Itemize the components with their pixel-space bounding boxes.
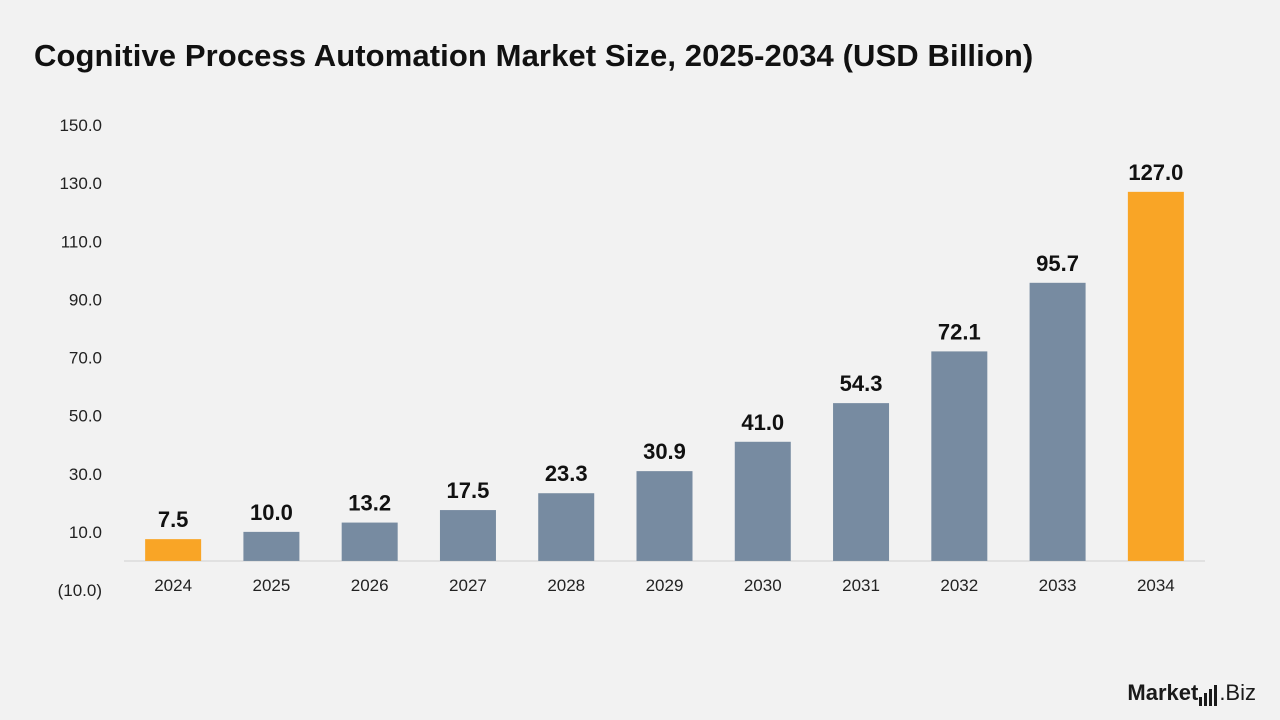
- x-tick-label-2033: 2033: [1039, 576, 1077, 595]
- bars: [145, 191, 1184, 561]
- value-label-2030: 41.0: [741, 410, 784, 435]
- x-tick-label-2024: 2024: [154, 576, 192, 595]
- x-tick-label-2028: 2028: [547, 576, 585, 595]
- y-tick-label: (10.0): [58, 581, 102, 600]
- bar-2024: [145, 539, 202, 561]
- logo-text-biz: .Biz: [1219, 680, 1256, 705]
- value-label-2024: 7.5: [158, 507, 189, 532]
- x-axis: 2024 2025 2026 2027 2028 2029 2030 2031 2032 2033…: [154, 576, 1175, 595]
- x-tick-label-2031: 2031: [842, 576, 880, 595]
- value-label-2026: 13.2: [348, 491, 391, 516]
- brand-logo: Market .Biz: [1127, 680, 1256, 706]
- y-tick-label: 70.0: [69, 349, 102, 368]
- x-tick-label-2034: 2034: [1137, 576, 1175, 595]
- y-axis: (10.0) 10.0 30.0 50.0 70.0 90.0 110.0 130.0 150.…: [58, 116, 102, 600]
- y-tick-label: 150.0: [59, 116, 102, 135]
- bar-2030: [734, 441, 791, 561]
- value-label-2027: 17.5: [447, 478, 490, 503]
- value-label-2033: 95.7: [1036, 251, 1079, 276]
- value-label-2032: 72.1: [938, 319, 981, 344]
- x-tick-label-2025: 2025: [252, 576, 290, 595]
- bar-2027: [439, 510, 496, 561]
- y-tick-label: 90.0: [69, 290, 102, 309]
- value-label-2034: 127.0: [1128, 160, 1183, 185]
- x-tick-label-2027: 2027: [449, 576, 487, 595]
- x-tick-label-2029: 2029: [646, 576, 684, 595]
- bar-2031: [833, 403, 890, 561]
- x-tick-label-2030: 2030: [744, 576, 782, 595]
- bar-signal-icon: [1198, 684, 1218, 706]
- y-tick-label: 50.0: [69, 407, 102, 426]
- bar-2032: [931, 351, 988, 561]
- bar-2026: [341, 522, 398, 561]
- value-labels: 7.5 10.0 13.2 17.5 23.3 30.9 41.0 54.3 72.1 95.7 1…: [158, 160, 1184, 532]
- y-tick-label: 130.0: [59, 174, 102, 193]
- bar-2034: [1127, 191, 1184, 561]
- y-tick-label: 110.0: [61, 232, 102, 251]
- chart-title: Cognitive Process Automation Market Size…: [34, 38, 1034, 73]
- y-tick-label: 10.0: [69, 523, 102, 542]
- bar-2033: [1029, 282, 1086, 561]
- y-tick-label: 30.0: [69, 465, 102, 484]
- value-label-2028: 23.3: [545, 461, 588, 486]
- x-tick-label-2032: 2032: [940, 576, 978, 595]
- bar-2025: [243, 531, 300, 561]
- value-label-2029: 30.9: [643, 439, 686, 464]
- bar-2029: [636, 471, 693, 561]
- bar-2028: [538, 493, 595, 561]
- value-label-2025: 10.0: [250, 500, 293, 525]
- x-tick-label-2026: 2026: [351, 576, 389, 595]
- logo-text-market: Market: [1127, 680, 1199, 705]
- value-label-2031: 54.3: [840, 371, 883, 396]
